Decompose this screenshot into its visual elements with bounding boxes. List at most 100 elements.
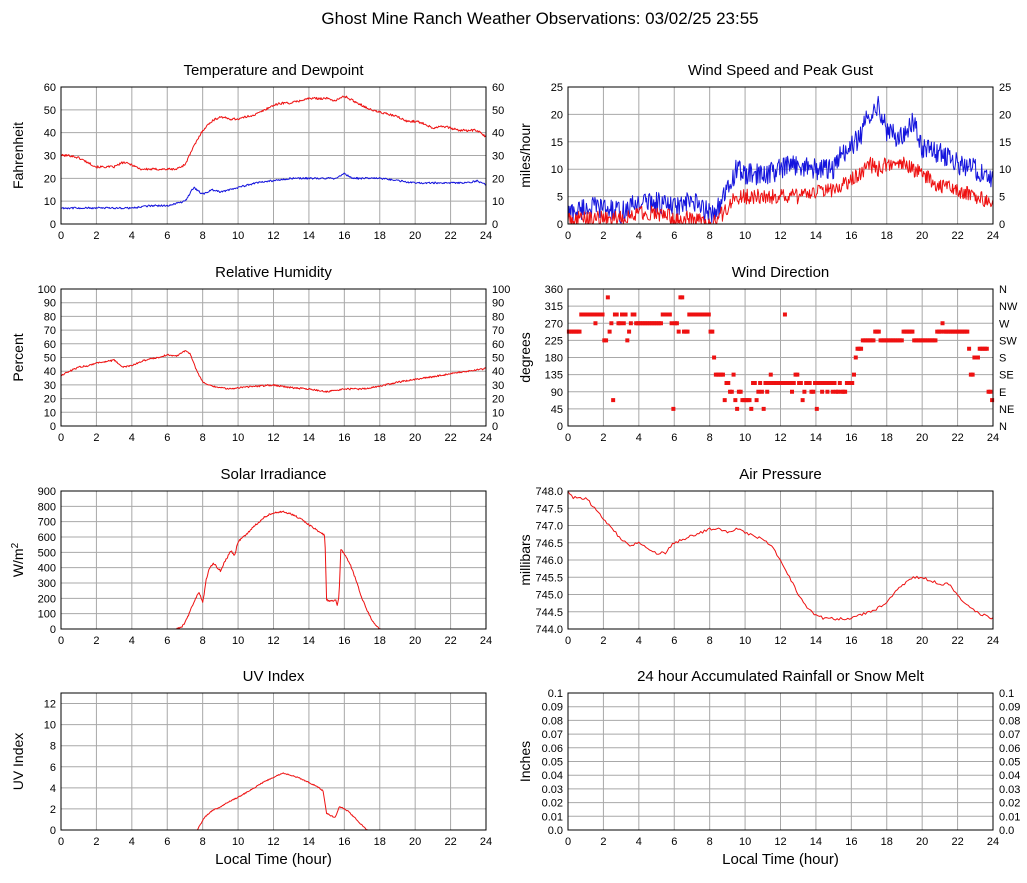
y-tick-label: 10 [44, 196, 56, 208]
data-point [722, 398, 727, 403]
chart-title: Temperature and Dewpoint [183, 62, 364, 79]
y-tick-label: 100 [38, 609, 56, 621]
x-tick-label: 14 [810, 836, 822, 848]
data-point [843, 389, 848, 394]
y-tick-label: 746.5 [535, 538, 563, 550]
y-right-tick-label: 50 [492, 105, 504, 117]
data-point [761, 406, 766, 411]
x-tick-label: 4 [129, 432, 135, 444]
y-tick-label: 747.5 [535, 503, 563, 515]
x-tick-label: 12 [267, 635, 279, 647]
x-tick-label: 12 [267, 836, 279, 848]
y-axis-label: miles/hour [517, 123, 533, 188]
y-tick-label: 748.0 [535, 486, 563, 498]
data-point [988, 389, 993, 394]
data-point [788, 380, 793, 385]
x-axis-label: Local Time (hour) [722, 851, 839, 868]
x-tick-label: 16 [338, 432, 350, 444]
x-tick-label: 6 [164, 635, 170, 647]
data-point [754, 398, 759, 403]
x-tick-label: 6 [164, 230, 170, 242]
x-tick-label: 18 [374, 230, 386, 242]
x-tick-label: 14 [303, 230, 315, 242]
data-point [671, 406, 676, 411]
x-tick-label: 10 [232, 230, 244, 242]
x-tick-label: 16 [845, 230, 857, 242]
y-tick-label: 500 [38, 547, 56, 559]
x-tick-label: 14 [810, 230, 822, 242]
x-tick-label: 2 [93, 230, 99, 242]
y-tick-label: 700 [38, 517, 56, 529]
data-point [807, 380, 812, 385]
x-tick-label: 14 [810, 432, 822, 444]
y-right-tick-label: 20 [492, 173, 504, 185]
y-right-tick-label: 40 [492, 366, 504, 378]
x-tick-label: 24 [480, 635, 492, 647]
data-point [600, 312, 605, 317]
chart-rh: 0 2 4 6 8 10 12 14 16 18 20 22 240102030405060708090… [10, 264, 510, 444]
data-point [850, 380, 855, 385]
y-right-tick-label: 10 [492, 196, 504, 208]
x-tick-label: 10 [739, 230, 751, 242]
y-tick-label: 745.0 [535, 590, 563, 602]
x-tick-label: 4 [636, 432, 642, 444]
y-tick-label: 12 [44, 699, 56, 711]
x-tick-label: 6 [671, 635, 677, 647]
data-point [749, 406, 754, 411]
x-tick-label: 14 [810, 635, 822, 647]
x-tick-label: 8 [200, 635, 206, 647]
data-point [611, 398, 616, 403]
data-point [605, 295, 610, 300]
x-tick-label: 12 [774, 230, 786, 242]
x-tick-label: 22 [444, 836, 456, 848]
y-tick-label: 0.02 [542, 798, 563, 810]
x-tick-label: 2 [600, 432, 606, 444]
x-tick-label: 24 [987, 432, 999, 444]
x-tick-label: 0 [565, 836, 571, 848]
plot-frame [60, 490, 487, 630]
x-tick-label: 14 [303, 836, 315, 848]
chart-pressure: 0 2 4 6 8 10 12 14 16 18 20 22 24744.0744.5745.0745.… [517, 466, 999, 647]
x-tick-label: 10 [739, 432, 751, 444]
y-right-tick-label: S [999, 353, 1006, 365]
data-point [984, 346, 989, 351]
x-tick-label: 20 [409, 635, 421, 647]
x-tick-label: 0 [58, 432, 64, 444]
x-tick-label: 8 [200, 836, 206, 848]
data-point [782, 312, 787, 317]
x-tick-label: 16 [338, 836, 350, 848]
data-point [609, 321, 614, 326]
data-point [620, 312, 625, 317]
x-tick-label: 8 [707, 230, 713, 242]
data-point [899, 338, 904, 343]
x-tick-label: 22 [951, 230, 963, 242]
data-point [604, 338, 609, 343]
data-point [593, 321, 598, 326]
y-tick-label: 900 [38, 486, 56, 498]
y-tick-label: 746.0 [535, 555, 563, 567]
series-line [567, 491, 994, 621]
y-right-tick-label: N [999, 284, 1007, 296]
data-point [738, 389, 743, 394]
y-tick-label: 2 [50, 804, 56, 816]
x-tick-label: 10 [232, 432, 244, 444]
data-point [970, 372, 975, 377]
x-tick-label: 20 [916, 432, 928, 444]
data-point [818, 380, 823, 385]
y-right-tick-label: 10 [999, 164, 1011, 176]
x-tick-label: 14 [303, 432, 315, 444]
y-tick-label: 20 [44, 173, 56, 185]
y-tick-label: 50 [44, 105, 56, 117]
chart-title: UV Index [243, 668, 305, 685]
y-right-tick-label: 15 [999, 137, 1011, 149]
data-point [577, 329, 582, 334]
data-point [859, 346, 864, 351]
data-point [765, 389, 770, 394]
x-tick-label: 0 [565, 635, 571, 647]
y-right-tick-label: 40 [492, 128, 504, 140]
charts-grid: 0 2 4 6 8 10 12 14 16 18 20 22 240102030405060010203… [10, 62, 1021, 868]
chart-wind: 0 2 4 6 8 10 12 14 16 18 20 22 240510152025051015202… [517, 62, 1011, 242]
data-point [825, 389, 830, 394]
y-tick-label: 6 [50, 762, 56, 774]
